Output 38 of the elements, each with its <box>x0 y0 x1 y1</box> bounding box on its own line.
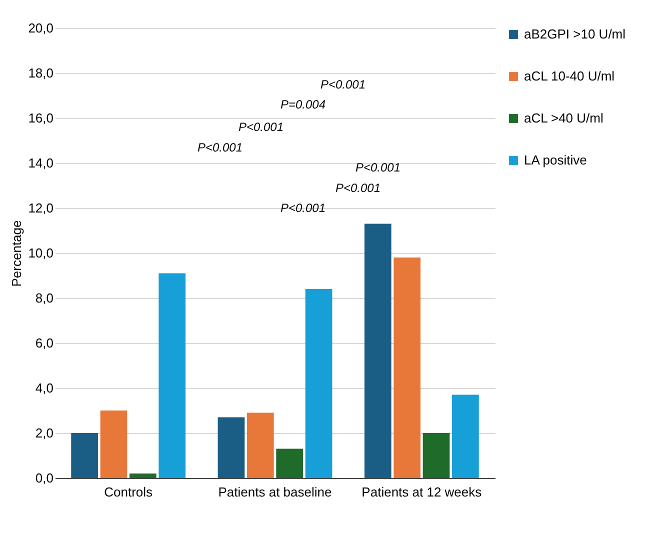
legend-label: LA positive <box>524 152 587 168</box>
annotation: P<0.001 <box>355 160 401 174</box>
bar <box>100 410 128 478</box>
annotation: P=0.004 <box>280 98 326 112</box>
y-tick-label: 4,0 <box>35 380 54 396</box>
y-tick-label: 0,0 <box>35 470 54 486</box>
bar <box>276 448 304 478</box>
y-tick-label: 10,0 <box>28 246 54 260</box>
x-tick-label: Controls <box>104 484 154 500</box>
y-tick-label: 16,0 <box>28 110 54 126</box>
bar <box>305 289 332 478</box>
y-axis-title: Percentage <box>9 220 24 287</box>
y-tick-label: 14,0 <box>28 156 54 170</box>
y-tick-label: 2,0 <box>35 426 54 440</box>
bar <box>71 433 98 478</box>
annotation: P<0.001 <box>320 77 366 92</box>
annotation: P<0.001 <box>335 180 381 195</box>
bar <box>364 224 392 478</box>
bar <box>422 433 450 478</box>
annotation: P<0.001 <box>280 201 326 215</box>
y-tick-label: 12,0 <box>28 200 54 216</box>
legend-label: aCL 10-40 U/ml <box>524 68 615 84</box>
x-tick-label: Patients at 12 weeks <box>362 484 482 500</box>
bar <box>452 394 479 478</box>
annotation: P<0.001 <box>238 120 284 134</box>
legend-label: aB2GPI >10 U/ml <box>524 26 626 42</box>
y-tick-label: 8,0 <box>35 290 54 306</box>
bar <box>130 474 156 478</box>
y-tick-label: 20,0 <box>28 20 54 36</box>
y-tick-label: 6,0 <box>35 336 54 350</box>
x-tick-label: Patients at baseline <box>218 484 332 500</box>
legend-label: aCL >40 U/ml <box>524 110 604 126</box>
bar <box>218 417 245 478</box>
bar <box>394 258 420 478</box>
bar <box>158 273 186 478</box>
annotation: P<0.001 <box>197 140 243 154</box>
bar <box>246 412 274 478</box>
y-tick-label: 18,0 <box>28 66 54 80</box>
